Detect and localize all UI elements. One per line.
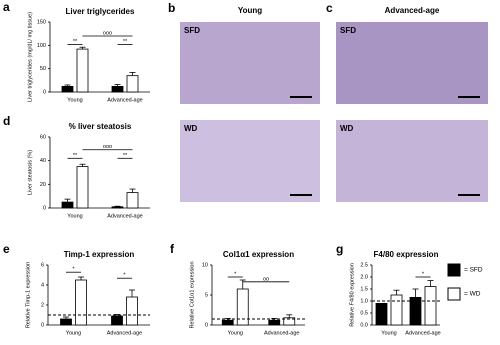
bar xyxy=(126,75,139,93)
x-tick-label: Advanced-age xyxy=(107,330,142,336)
x-tick-label: Advanced-age xyxy=(107,97,142,103)
x-tick-label: Young xyxy=(381,330,396,336)
y-tick-label: 60 xyxy=(40,134,46,140)
y-tick-label: 10 xyxy=(202,262,208,268)
bar xyxy=(221,319,234,326)
significance-label: * xyxy=(422,271,425,277)
micrograph xyxy=(180,120,320,202)
significance-label: * xyxy=(72,267,75,273)
bar xyxy=(268,319,281,326)
significance-label: ** xyxy=(123,39,128,45)
y-tick-label: 100 xyxy=(37,43,46,49)
bar xyxy=(76,166,89,209)
y-axis-label: Liver steatosis (%) xyxy=(27,150,33,195)
bar xyxy=(409,296,422,326)
y-tick-label: 1.5 xyxy=(360,286,368,292)
micrograph xyxy=(336,120,488,202)
significance-label: ** xyxy=(123,153,128,159)
bar xyxy=(375,302,388,326)
panel-letter: g xyxy=(336,242,343,256)
y-axis-label: Relative Timp-1 expression xyxy=(25,262,31,328)
y-tick-label: 50 xyxy=(40,66,46,72)
column-title: Advanced-age xyxy=(385,6,440,15)
significance-label: ooo xyxy=(103,30,112,36)
row-label: SFD xyxy=(340,26,356,35)
chart-title: Col1α1 expression xyxy=(223,250,294,259)
y-tick-label: 150 xyxy=(37,19,46,25)
x-tick-label: Young xyxy=(66,330,81,336)
y-tick-label: 0 xyxy=(43,205,46,211)
y-tick-label: 40 xyxy=(40,158,46,164)
chart-title: % liver steatosis xyxy=(69,122,132,131)
panel-letter: d xyxy=(3,114,10,128)
significance-label: * xyxy=(234,271,237,277)
bar xyxy=(236,288,249,326)
bar xyxy=(61,86,74,93)
bar xyxy=(424,286,437,326)
x-tick-label: Young xyxy=(67,97,82,103)
bar xyxy=(126,192,139,209)
chart-title: F4/80 expression xyxy=(374,250,439,259)
legend-label: = WD xyxy=(464,291,481,298)
significance-label: ** xyxy=(73,39,78,45)
row-label: SFD xyxy=(184,26,200,35)
chart-title: Liver triglycerides xyxy=(66,7,135,16)
x-tick-label: Advanced-age xyxy=(264,330,299,336)
panel-letter: e xyxy=(3,242,10,256)
y-axis-label: Relative F4/80 expression xyxy=(349,263,355,327)
bar xyxy=(61,201,74,209)
y-axis-label: Relative Col1α1 expression xyxy=(189,261,195,328)
y-tick-label: 2.5 xyxy=(360,262,368,268)
bar xyxy=(60,318,72,326)
bar xyxy=(390,294,403,326)
x-tick-label: Advanced-age xyxy=(405,330,440,336)
panel-letter: f xyxy=(170,242,175,256)
significance-label: * xyxy=(123,273,126,279)
bar xyxy=(111,315,123,326)
y-tick-label: 2.0 xyxy=(360,274,368,280)
y-tick-label: 6 xyxy=(41,262,44,268)
panel-letter: c xyxy=(326,1,333,15)
significance-label: ooo xyxy=(103,144,112,150)
x-tick-label: Young xyxy=(228,330,243,336)
row-label: WD xyxy=(184,124,198,133)
micrograph xyxy=(180,22,320,104)
panel-letter: a xyxy=(3,0,10,14)
y-tick-label: 5 xyxy=(205,292,208,298)
y-tick-label: 0 xyxy=(205,322,208,328)
y-tick-label: 0 xyxy=(43,89,46,95)
legend-swatch xyxy=(447,287,461,301)
y-tick-label: 20 xyxy=(40,182,46,188)
panel-letter: b xyxy=(168,1,175,15)
row-label: WD xyxy=(340,124,354,133)
chart-title: Timp-1 expression xyxy=(64,250,135,259)
y-tick-label: 0 xyxy=(41,322,44,328)
bar xyxy=(111,206,124,209)
x-tick-label: Advanced-age xyxy=(107,213,142,219)
y-tick-label: 2 xyxy=(41,302,44,308)
x-tick-label: Young xyxy=(67,213,82,219)
legend-label: = SFD xyxy=(464,267,483,274)
significance-label: oo xyxy=(263,276,269,282)
micrograph xyxy=(336,22,488,104)
y-axis-label: Liver triglycerides (mg/dL/ mg tissue) xyxy=(27,12,33,102)
bar xyxy=(76,48,89,93)
column-title: Young xyxy=(238,6,262,15)
y-tick-label: 0.0 xyxy=(360,322,368,328)
bar xyxy=(126,296,138,326)
significance-label: ** xyxy=(73,153,78,159)
y-tick-label: 0.5 xyxy=(360,310,368,316)
bar xyxy=(111,86,124,93)
bar xyxy=(75,279,87,326)
y-tick-label: 4 xyxy=(41,282,44,288)
legend-swatch xyxy=(447,263,461,277)
y-tick-label: 1.0 xyxy=(360,298,368,304)
micrographs: b Young c Advanced-age SFD SFD WD WD xyxy=(168,1,488,202)
